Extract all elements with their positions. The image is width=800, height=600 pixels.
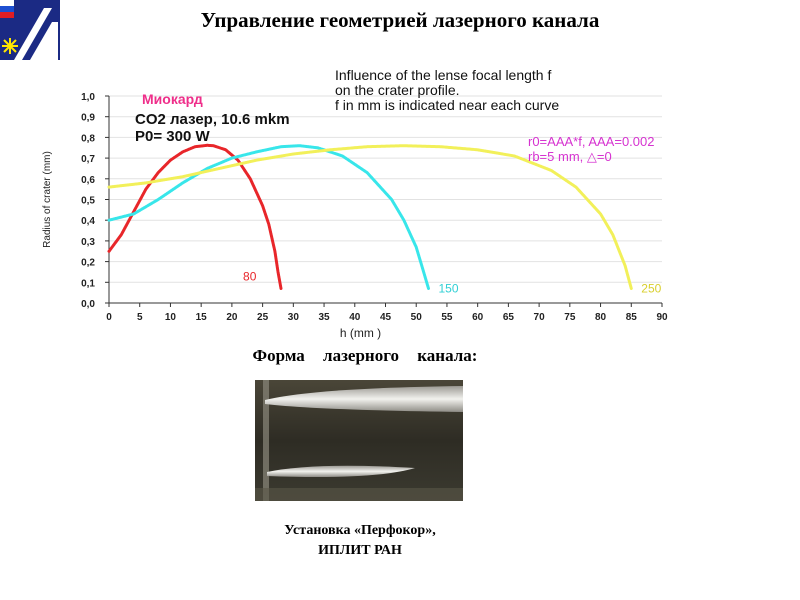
y-tick-label: 0,8 bbox=[81, 133, 95, 144]
x-tick-label: 35 bbox=[318, 312, 330, 323]
x-tick-label: 75 bbox=[564, 312, 576, 323]
params-line-1: r0=AAA*f, AAA=0.002 bbox=[528, 134, 654, 149]
y-tick-label: 0,0 bbox=[81, 299, 95, 310]
laser-channel-photo bbox=[255, 380, 463, 501]
x-tick-label: 45 bbox=[380, 312, 392, 323]
x-tick-label: 10 bbox=[165, 312, 177, 323]
y-tick-label: 0,1 bbox=[81, 278, 95, 289]
y-tick-label: 0,9 bbox=[81, 113, 95, 124]
x-tick-label: 20 bbox=[226, 312, 238, 323]
curve-label-150: 150 bbox=[439, 282, 459, 296]
params-line-2: rb=5 mm, △=0 bbox=[528, 149, 612, 164]
x-tick-label: 40 bbox=[349, 312, 361, 323]
y-tick-label: 0,6 bbox=[81, 175, 95, 186]
series-line-150 bbox=[107, 144, 430, 290]
chart-grid bbox=[109, 95, 662, 283]
x-tick-label: 15 bbox=[196, 312, 208, 323]
series-line-80 bbox=[107, 143, 283, 290]
crater-profile-chart: 0,0 0,1 0,2 0,3 0,4 0,5 0,6 0,7 0,8 0,9 1,0 0 5 10 15 2… bbox=[42, 67, 668, 340]
y-axis-label: Radius of crater (mm) bbox=[42, 151, 53, 248]
x-tick-label: 50 bbox=[411, 312, 423, 323]
x-tick-label: 80 bbox=[595, 312, 607, 323]
y-tick-label: 0,7 bbox=[81, 154, 95, 165]
influence-line-3: f in mm is indicated near each curve bbox=[335, 97, 559, 113]
page-title: Управление геометрией лазерного канала bbox=[200, 8, 600, 32]
caption-setup: Установка «Перфокор», bbox=[284, 523, 436, 538]
curve-label-250: 250 bbox=[641, 282, 661, 296]
y-tick-label: 1,0 bbox=[81, 92, 95, 103]
x-tick-label: 30 bbox=[288, 312, 300, 323]
series-line-250 bbox=[107, 144, 633, 290]
x-tick-label: 55 bbox=[441, 312, 453, 323]
x-tick-label: 70 bbox=[534, 312, 546, 323]
channel-shape-heading: Форма лазерного канала: bbox=[252, 346, 478, 365]
x-tick-label: 90 bbox=[656, 312, 668, 323]
tissue-label: Миокард bbox=[142, 91, 203, 107]
influence-line-1: Influence of the lense focal length f bbox=[335, 67, 551, 83]
y-tick-label: 0,2 bbox=[81, 258, 95, 269]
x-tick-label: 25 bbox=[257, 312, 269, 323]
photo-caption: Установка «Перфокор», ИПЛИТ РАН bbox=[230, 521, 490, 561]
y-tick-label: 0,4 bbox=[81, 216, 95, 227]
x-tick-label: 5 bbox=[137, 312, 143, 323]
caption-institute: ИПЛИТ РАН bbox=[318, 543, 402, 558]
x-axis-label: h (mm ) bbox=[340, 326, 381, 340]
chart-series bbox=[107, 143, 633, 290]
y-tick-label: 0,3 bbox=[81, 237, 95, 248]
curve-label-80: 80 bbox=[243, 270, 257, 284]
x-tick-label: 65 bbox=[503, 312, 515, 323]
x-tick-label: 85 bbox=[626, 312, 638, 323]
laser-label: CO2 лазер, 10.6 mkm bbox=[135, 111, 290, 128]
influence-line-2: on the crater profile. bbox=[335, 82, 460, 98]
x-tick-label: 60 bbox=[472, 312, 484, 323]
chart-axes: 0,0 0,1 0,2 0,3 0,4 0,5 0,6 0,7 0,8 0,9 1,0 0 5 10 15 2… bbox=[42, 92, 668, 340]
institute-logo bbox=[0, 0, 60, 60]
power-label: P0= 300 W bbox=[135, 128, 210, 145]
y-tick-label: 0,5 bbox=[81, 196, 95, 207]
x-tick-label: 0 bbox=[106, 312, 112, 323]
